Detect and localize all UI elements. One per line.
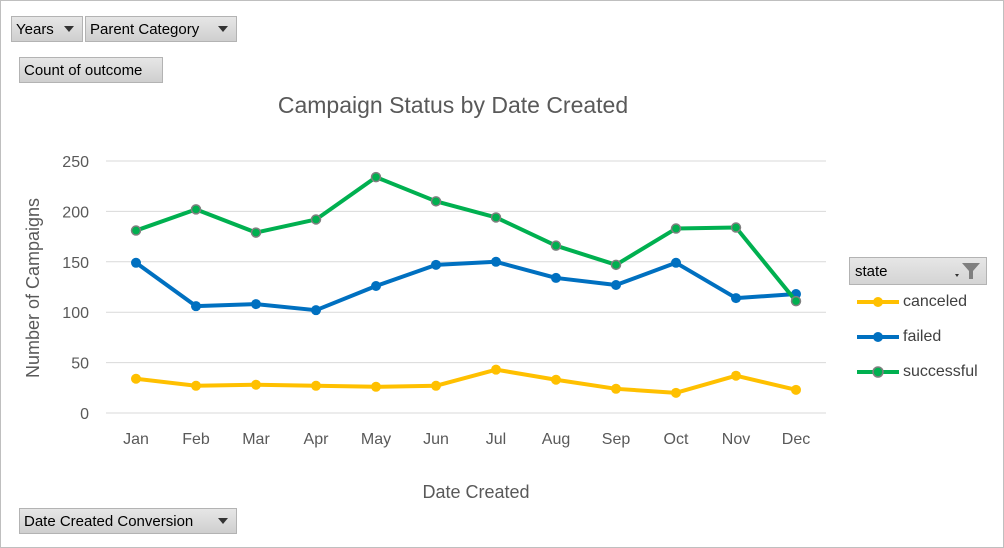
chevron-down-icon bbox=[218, 518, 228, 524]
chevron-down-icon bbox=[64, 26, 74, 32]
axis-field-button[interactable]: Date Created Conversion bbox=[19, 508, 237, 534]
x-tick-label: May bbox=[361, 431, 391, 448]
data-point-failed bbox=[431, 259, 441, 270]
x-tick-label: Jan bbox=[123, 431, 149, 448]
series-line-failed bbox=[134, 259, 798, 313]
x-tick-label: Jul bbox=[486, 431, 506, 448]
data-point-failed bbox=[311, 305, 321, 316]
x-tick-label: Jun bbox=[423, 431, 449, 448]
data-point-canceled bbox=[491, 364, 501, 375]
data-point-successful bbox=[190, 204, 202, 215]
series-line-successful bbox=[134, 175, 798, 304]
data-point-successful bbox=[250, 227, 262, 238]
data-point-canceled bbox=[251, 379, 261, 390]
data-point-canceled bbox=[551, 374, 561, 385]
y-axis-label: Number of Campaigns bbox=[23, 198, 43, 378]
data-point-successful bbox=[430, 196, 442, 207]
data-point-canceled bbox=[791, 384, 801, 395]
legend-label: successful bbox=[903, 363, 978, 380]
legend-item-canceled: canceled bbox=[855, 291, 967, 313]
x-tick-label: Mar bbox=[242, 431, 270, 448]
data-point-canceled bbox=[371, 381, 381, 392]
axis-field-label: Date Created Conversion bbox=[24, 512, 194, 530]
y-tick-label: 100 bbox=[62, 305, 89, 322]
legend-item-successful: successful bbox=[855, 361, 978, 383]
data-point-canceled bbox=[671, 387, 681, 398]
legend-swatch bbox=[857, 297, 899, 307]
data-point-failed bbox=[611, 279, 621, 290]
data-point-successful bbox=[610, 259, 622, 271]
legend-label: failed bbox=[903, 328, 942, 345]
y-tick-label: 0 bbox=[80, 406, 89, 423]
data-point-failed bbox=[131, 257, 141, 268]
data-point-successful bbox=[790, 295, 802, 307]
data-point-successful bbox=[490, 212, 502, 223]
data-point-successful bbox=[370, 171, 382, 183]
data-point-failed bbox=[491, 256, 501, 267]
data-point-failed bbox=[671, 257, 681, 268]
y-tick-label: 150 bbox=[62, 255, 89, 272]
legend-filter-button[interactable]: state bbox=[849, 257, 987, 285]
x-axis-label: Date Created bbox=[422, 482, 529, 502]
y-axis-ticks: 0 50 100 150 200 250 bbox=[62, 154, 89, 423]
data-point-successful bbox=[730, 222, 742, 233]
data-point-failed bbox=[191, 301, 201, 312]
legend-label: canceled bbox=[903, 293, 968, 310]
data-point-failed bbox=[731, 293, 741, 304]
data-point-canceled bbox=[131, 373, 141, 384]
x-tick-label: Dec bbox=[782, 431, 810, 448]
data-point-canceled bbox=[311, 380, 321, 391]
x-tick-label: Apr bbox=[304, 431, 330, 448]
legend-header-label: state bbox=[855, 262, 888, 280]
data-point-canceled bbox=[191, 380, 201, 391]
funnel-icon bbox=[955, 263, 980, 279]
data-point-successful bbox=[130, 225, 142, 236]
series-layer bbox=[130, 171, 802, 398]
y-tick-label: 200 bbox=[62, 204, 89, 221]
legend-swatch bbox=[857, 332, 899, 342]
series-successful bbox=[130, 171, 802, 307]
data-point-successful bbox=[550, 240, 562, 251]
data-point-failed bbox=[551, 272, 561, 283]
legend: state canceled failed successful bbox=[849, 257, 987, 387]
data-point-failed bbox=[251, 299, 261, 310]
data-point-canceled bbox=[611, 383, 621, 394]
data-point-failed bbox=[371, 280, 381, 291]
data-point-successful bbox=[310, 214, 322, 225]
x-tick-label: Feb bbox=[182, 431, 210, 448]
legend-item-failed: failed bbox=[855, 326, 941, 348]
x-tick-label: Sep bbox=[602, 431, 631, 448]
data-point-successful bbox=[670, 223, 682, 234]
parent-category-filter-button[interactable]: Parent Category bbox=[85, 16, 237, 42]
series-canceled bbox=[131, 364, 801, 398]
years-filter-button[interactable]: Years bbox=[11, 16, 83, 42]
y-tick-label: 50 bbox=[71, 356, 89, 373]
chart-title: Campaign Status by Date Created bbox=[278, 92, 628, 118]
x-tick-label: Oct bbox=[664, 431, 689, 448]
x-tick-label: Nov bbox=[722, 431, 750, 448]
value-field-label: Count of outcome bbox=[24, 61, 143, 79]
data-point-canceled bbox=[431, 380, 441, 391]
series-line-canceled bbox=[134, 367, 798, 395]
series-failed bbox=[131, 256, 801, 316]
years-filter-label: Years bbox=[16, 20, 54, 38]
x-axis-ticks: Jan Feb Mar Apr May Jun Jul Aug Sep Oct Nov Dec bbox=[123, 431, 810, 448]
legend-swatch bbox=[857, 366, 899, 378]
data-point-canceled bbox=[731, 370, 741, 381]
x-tick-label: Aug bbox=[542, 431, 570, 448]
value-field-button[interactable]: Count of outcome bbox=[19, 57, 163, 83]
parent-category-filter-label: Parent Category bbox=[90, 20, 200, 38]
y-tick-label: 250 bbox=[62, 154, 89, 171]
chevron-down-icon bbox=[218, 26, 228, 32]
